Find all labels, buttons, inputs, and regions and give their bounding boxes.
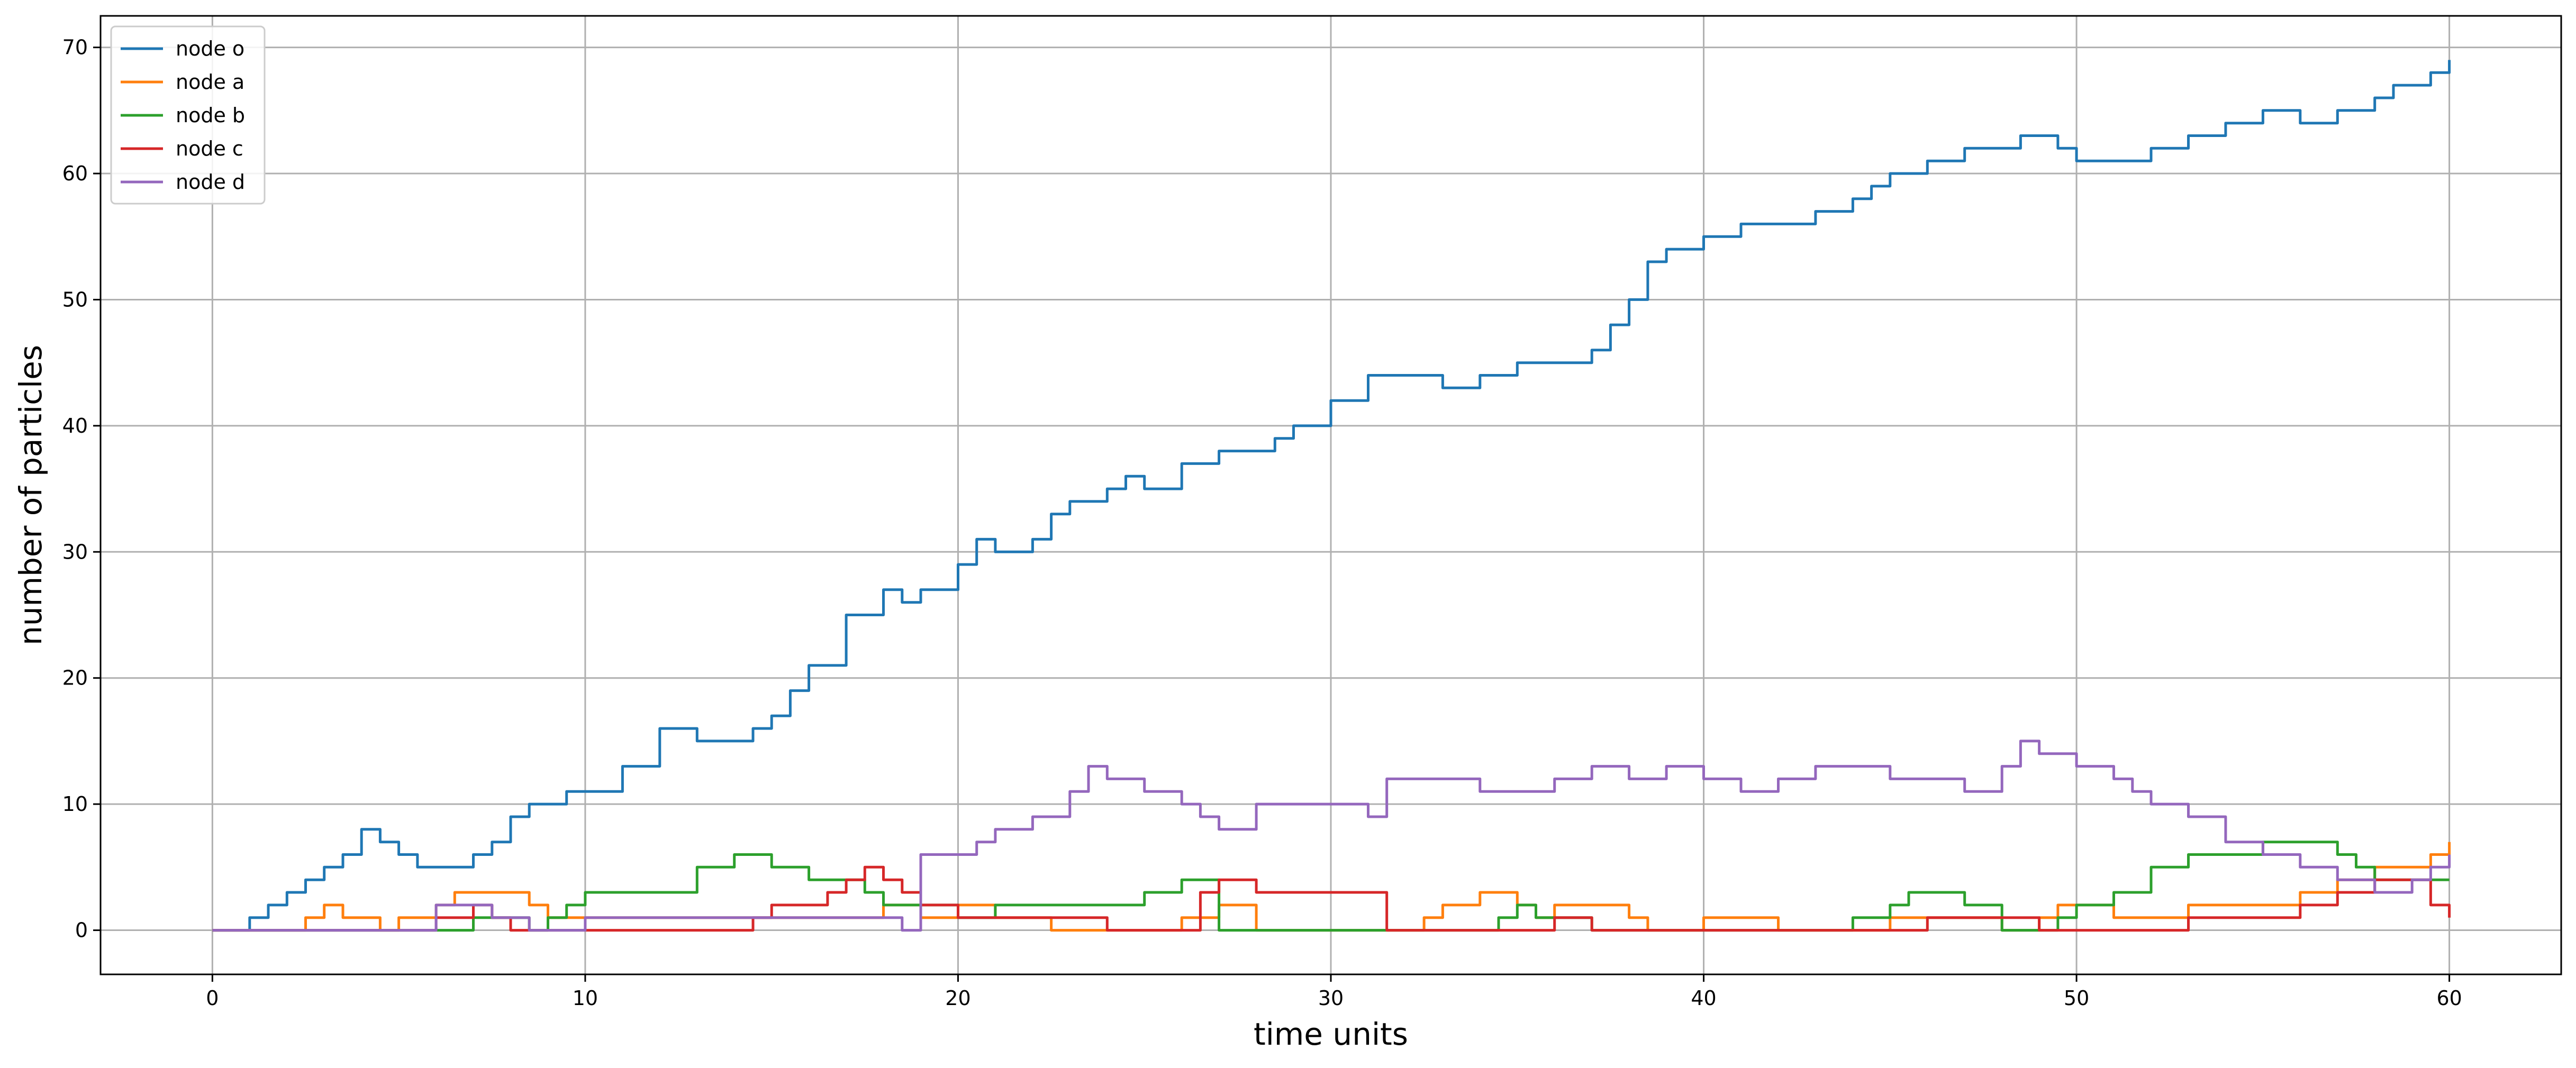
- legend-label: node c: [176, 137, 243, 160]
- x-tick-label: 20: [945, 987, 970, 1010]
- y-axis-label: number of particles: [13, 345, 49, 645]
- y-tick-label: 40: [62, 414, 88, 437]
- series-line-node-c: [212, 865, 2451, 932]
- plot-area: [212, 60, 2451, 932]
- legend-label: node a: [176, 70, 244, 94]
- y-tick-label: 60: [62, 162, 88, 185]
- y-tick-label: 30: [62, 540, 88, 563]
- x-tick-label: 60: [2436, 987, 2462, 1010]
- legend: node o node a node b node c node d: [110, 25, 266, 205]
- legend-box: [110, 25, 266, 205]
- legend-label: node b: [176, 104, 245, 127]
- series-line-node-o: [212, 60, 2451, 932]
- x-tick-label: 30: [1318, 987, 1344, 1010]
- y-tick-label: 0: [75, 919, 88, 942]
- y-tick-label: 10: [62, 792, 88, 816]
- x-tick-label: 10: [573, 987, 598, 1010]
- legend-label: node o: [176, 37, 244, 60]
- axis-ticks: 0 10 20 30 40 50 60 0 10 20 30 40 50 60 70: [62, 36, 2462, 1010]
- legend-label: node d: [176, 170, 245, 194]
- y-tick-label: 70: [62, 36, 88, 59]
- y-tick-label: 20: [62, 667, 88, 690]
- x-tick-label: 40: [1691, 987, 1716, 1010]
- x-axis-label: time units: [1254, 1016, 1408, 1052]
- x-tick-label: 0: [206, 987, 219, 1010]
- x-tick-label: 50: [2064, 987, 2089, 1010]
- y-tick-label: 50: [62, 288, 88, 311]
- series-line-node-d: [212, 740, 2451, 932]
